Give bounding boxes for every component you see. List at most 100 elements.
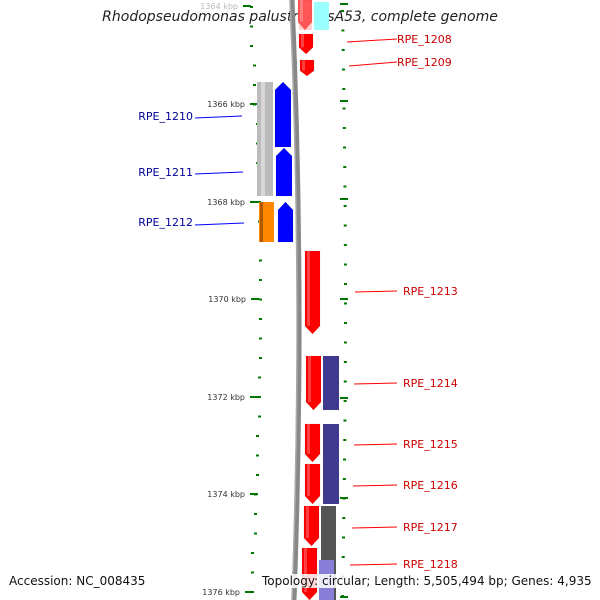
tick-mark xyxy=(343,439,347,441)
label-leader-line xyxy=(194,222,245,226)
tick-mark xyxy=(343,361,347,363)
tick-mark xyxy=(343,380,347,383)
label-leader-line xyxy=(351,526,398,529)
tick-mark xyxy=(253,64,256,67)
forward-gene-arrow xyxy=(303,505,320,547)
label-leader-line xyxy=(352,484,398,487)
major-tick-mark xyxy=(340,397,348,399)
forward-gene-arrow xyxy=(304,250,321,335)
gene-label: RPE_1210 xyxy=(138,110,193,123)
tick-mark xyxy=(343,224,347,227)
tick-mark xyxy=(344,302,347,305)
tick-mark xyxy=(343,166,347,168)
tick-mark xyxy=(341,29,345,32)
tick-mark xyxy=(343,322,347,324)
major-tick-mark xyxy=(340,198,348,200)
label-leader-line xyxy=(194,115,243,119)
cog-bar xyxy=(323,356,339,410)
tick-mark xyxy=(256,454,259,457)
tick-mark xyxy=(341,556,345,558)
gene-label: RPE_1208 xyxy=(397,33,452,46)
forward-gene-arrow xyxy=(299,59,315,77)
gene-label: RPE_1214 xyxy=(403,377,458,390)
kbp-label: 1370 kbp xyxy=(208,295,246,304)
major-tick-mark xyxy=(340,596,348,598)
tick-mark xyxy=(259,279,262,281)
forward-gene-arrow-shade xyxy=(306,506,309,538)
tick-mark xyxy=(258,376,261,379)
tick-mark xyxy=(254,513,257,515)
kbp-tick-mark xyxy=(243,5,251,7)
tick-mark xyxy=(259,298,262,301)
cog-bar xyxy=(323,424,339,504)
forward-gene-arrow-shade xyxy=(307,251,310,326)
gene-label: RPE_1213 xyxy=(403,285,458,298)
tick-mark xyxy=(343,185,347,188)
tick-mark xyxy=(259,259,262,262)
tick-mark xyxy=(343,400,347,402)
genome-backbone xyxy=(289,0,302,600)
cog-bar-shade xyxy=(260,202,263,242)
tick-mark xyxy=(259,357,262,359)
forward-gene-arrow-shade xyxy=(300,0,303,22)
tick-mark xyxy=(259,337,262,340)
major-tick-mark xyxy=(340,100,348,102)
kbp-tick-mark xyxy=(250,103,258,105)
gene-label: RPE_1211 xyxy=(138,166,193,179)
label-leader-line xyxy=(354,290,398,293)
accession-text: Accession: NC_008435 xyxy=(9,574,146,588)
tick-mark xyxy=(343,146,347,149)
tick-mark xyxy=(250,45,253,47)
gene-label: RPE_1217 xyxy=(403,521,458,534)
tick-mark xyxy=(341,10,345,12)
tick-mark xyxy=(251,552,254,554)
gene-label: RPE_1212 xyxy=(138,216,193,229)
forward-gene-arrow xyxy=(298,33,314,55)
cog-bar xyxy=(314,2,329,30)
kbp-label: 1364 kbp xyxy=(200,2,238,11)
kbp-tick-mark xyxy=(250,201,258,203)
forward-gene-arrow-shade xyxy=(308,356,311,402)
label-leader-line xyxy=(353,443,398,446)
tick-mark xyxy=(343,205,347,207)
forward-gene-arrow xyxy=(304,463,321,505)
kbp-label: 1372 kbp xyxy=(207,393,245,402)
tick-mark xyxy=(343,244,347,246)
reverse-gene-arrow xyxy=(274,81,292,148)
tick-mark xyxy=(259,318,262,320)
tick-mark xyxy=(343,419,347,422)
major-tick-mark xyxy=(340,497,348,499)
kbp-tick-mark xyxy=(250,396,258,398)
tick-mark xyxy=(343,341,347,344)
gene-label: RPE_1216 xyxy=(403,479,458,492)
reverse-gene-arrow xyxy=(277,201,294,243)
tick-mark xyxy=(341,49,345,51)
forward-gene-arrow xyxy=(304,423,321,463)
tick-mark xyxy=(254,532,257,535)
forward-gene-arrow-shade xyxy=(302,60,305,71)
kbp-label: 1368 kbp xyxy=(207,198,245,207)
tick-mark xyxy=(342,478,346,480)
tick-mark xyxy=(343,283,347,285)
tick-mark xyxy=(342,107,346,110)
tick-mark xyxy=(258,396,261,398)
tick-mark xyxy=(250,6,253,8)
tick-mark xyxy=(342,517,346,519)
tick-mark xyxy=(250,25,253,28)
label-leader-line xyxy=(346,38,398,43)
kbp-tick-mark xyxy=(245,591,253,593)
gene-label: RPE_1215 xyxy=(403,438,458,451)
gene-label: RPE_1218 xyxy=(403,558,458,571)
topology-text: Topology: circular; Length: 5,505,494 bp… xyxy=(262,574,592,588)
forward-gene-arrow-shade xyxy=(301,34,304,48)
cog-bar-shade xyxy=(261,82,265,196)
label-leader-line xyxy=(194,171,244,175)
tick-mark xyxy=(343,263,347,266)
label-leader-line xyxy=(353,382,398,385)
tick-mark xyxy=(256,474,259,476)
tick-mark xyxy=(343,458,347,461)
kbp-label: 1366 kbp xyxy=(207,100,245,109)
reverse-gene-arrow xyxy=(275,147,293,197)
kbp-tick-mark xyxy=(250,493,258,495)
